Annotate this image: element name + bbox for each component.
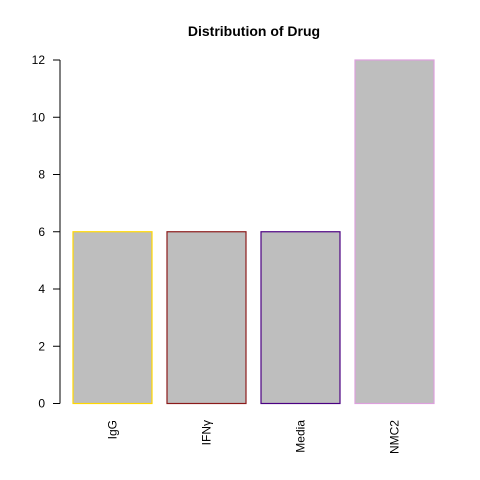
bars xyxy=(72,59,435,405)
x-axis-labels: IgG IFNγ Media NMC2 xyxy=(106,420,402,454)
x-tick-label: IFNγ xyxy=(200,420,214,445)
y-tick-label: 4 xyxy=(38,282,45,296)
bar-nmc2 xyxy=(354,59,435,405)
bar-igg xyxy=(72,231,153,405)
y-tick-label: 6 xyxy=(38,225,45,239)
x-tick-label: IgG xyxy=(106,420,120,439)
chart-title: Distribution of Drug xyxy=(188,23,320,39)
y-tick-label: 0 xyxy=(38,397,45,411)
x-tick-label: Media xyxy=(294,420,308,453)
y-tick-label: 12 xyxy=(32,53,46,67)
x-tick-label: NMC2 xyxy=(388,420,402,454)
y-tick-label: 10 xyxy=(32,110,46,124)
y-tick-label: 8 xyxy=(38,168,45,182)
bar-media xyxy=(260,231,341,405)
y-axis: 0 2 4 6 8 10 12 xyxy=(32,53,61,411)
y-tick-label: 2 xyxy=(38,339,45,353)
bar-ifn xyxy=(166,231,247,405)
